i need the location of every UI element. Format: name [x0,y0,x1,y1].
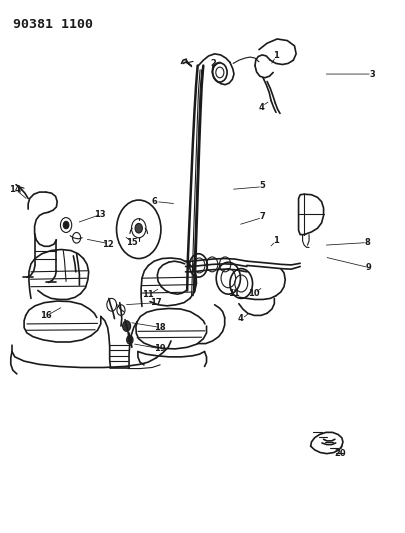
Text: 12: 12 [102,240,114,249]
Circle shape [123,321,131,332]
Text: 6: 6 [152,197,158,206]
Text: 4: 4 [238,314,244,323]
Text: 10: 10 [247,288,259,297]
Text: 17: 17 [150,298,162,307]
Text: 90381 1100: 90381 1100 [13,18,93,31]
Text: 5: 5 [259,181,265,190]
Text: 9: 9 [366,263,372,272]
Text: 4: 4 [258,102,264,111]
Circle shape [63,221,69,229]
Text: 1: 1 [273,237,279,246]
Text: 2: 2 [211,59,217,68]
Text: 7: 7 [259,212,265,221]
Text: 20: 20 [335,449,346,458]
Text: 13: 13 [94,210,105,219]
Text: 15: 15 [126,238,138,247]
Text: 19: 19 [154,344,166,353]
Circle shape [127,336,133,344]
Text: 1: 1 [273,52,279,60]
Text: 11: 11 [142,289,154,298]
Text: 16: 16 [40,311,52,320]
Text: 3: 3 [370,70,376,78]
Text: 8: 8 [364,238,370,247]
Text: 11: 11 [228,288,240,297]
Text: 14: 14 [9,185,20,194]
Circle shape [135,223,143,233]
Text: 18: 18 [154,323,166,332]
